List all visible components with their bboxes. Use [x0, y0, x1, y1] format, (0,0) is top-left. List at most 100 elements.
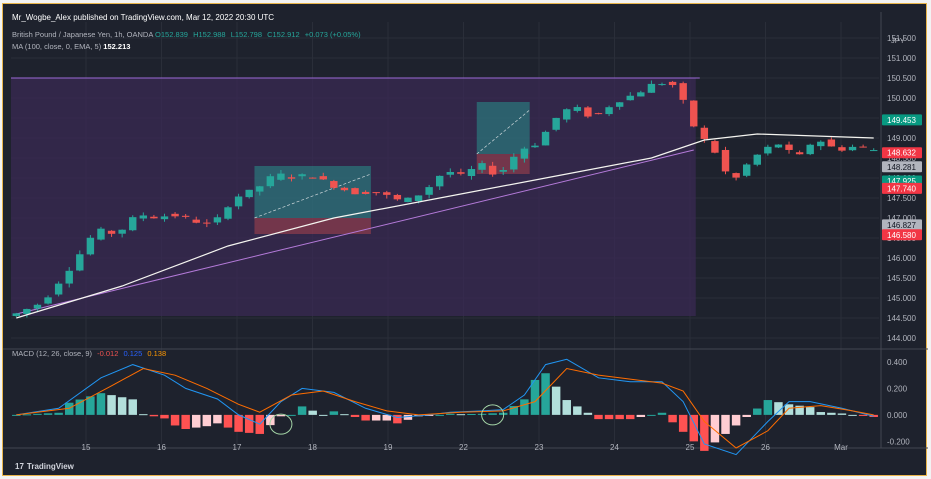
trend-line [16, 149, 694, 315]
time-tick-label: 18 [308, 443, 317, 452]
candle-body [192, 219, 200, 223]
candle-body [340, 187, 349, 191]
macd-label: MACD (12, 26, close, 9) [12, 349, 93, 358]
candle-body [647, 83, 656, 93]
price-tick-label: 148.500 [887, 154, 916, 163]
macd-histogram-bar [181, 414, 190, 429]
macd-histogram-bar [647, 414, 656, 416]
time-tick-label: 22 [459, 443, 468, 452]
price-badge [882, 219, 922, 231]
macd-tick-label: 0.000 [887, 411, 908, 420]
macd-histogram-bar [424, 414, 434, 416]
time-tick-label: 25 [686, 443, 695, 452]
time-tick-label: 15 [82, 443, 91, 452]
candle-body [446, 172, 454, 175]
price-badge [882, 147, 922, 159]
macd-tick-label: 0.200 [887, 384, 908, 393]
price-badge [882, 229, 922, 241]
macd-histogram-bar [731, 414, 741, 426]
macd-histogram-bar [657, 412, 667, 415]
macd-histogram [12, 373, 878, 451]
macd-histogram-bar [435, 414, 444, 416]
macd-histogram-bar [700, 414, 709, 451]
macd-histogram-bar [848, 414, 857, 416]
candle-body [838, 147, 846, 151]
macd-histogram-bar [329, 411, 339, 415]
candle-body [520, 148, 529, 159]
price-tick-label: 144.000 [887, 334, 916, 343]
candle-body [203, 222, 211, 224]
macd-histogram-bar [371, 414, 381, 421]
candle-body [171, 213, 179, 217]
macd-histogram-bar [805, 407, 815, 415]
time-tick-label: 24 [610, 443, 619, 452]
macd-histogram-bar [530, 379, 540, 415]
macd-histogram-bar [86, 396, 95, 415]
macd-histogram-bar [753, 408, 762, 415]
brand-name: TradingView [26, 462, 74, 471]
macd-histogram-bar [551, 386, 561, 415]
candle-body [827, 139, 836, 147]
candle-body [552, 117, 560, 130]
macd-histogram-bar [297, 406, 307, 415]
macd-histogram-bar [12, 414, 21, 416]
macd-histogram-bar [668, 414, 677, 423]
macd-histogram-bar [795, 405, 804, 415]
candle-body [97, 228, 105, 240]
macd-histogram-bar [858, 414, 868, 416]
long-position-target [476, 102, 530, 154]
price-tick-label: 147.000 [887, 214, 916, 223]
candle-body [319, 176, 327, 180]
change-value: +0.073 (+0.05%) [304, 30, 361, 39]
price-tick-label: 151.500 [887, 34, 916, 43]
price-tick-label: 146.000 [887, 254, 916, 263]
candle-body [467, 169, 476, 177]
price-tick-label: 144.500 [887, 314, 916, 323]
macd-value: 0.125 [123, 349, 143, 358]
candle-body [594, 113, 603, 115]
macd-histogram-bar [393, 414, 402, 424]
candle-body [700, 127, 709, 139]
publish-caption: Mr_Wogbe_Alex published on TradingView.c… [12, 13, 275, 22]
candle-body [213, 217, 222, 223]
macd-histogram-bar [234, 414, 243, 432]
chart-canvas[interactable]: 144.000 144.500 145.000 145.500 146.000 146.5… [3, 4, 928, 477]
macd-histogram-bar [594, 414, 603, 420]
candle-body [531, 145, 539, 148]
macd-histogram-bar [626, 414, 635, 420]
macd-histogram-bar [22, 414, 32, 416]
macd-histogram-bar [319, 414, 328, 416]
price-badge-label: 146.827 [887, 221, 916, 230]
candle-body [859, 146, 867, 148]
tradingview-brand[interactable]: 17 TradingView [15, 462, 74, 471]
candle-body [679, 83, 687, 100]
candle-body [563, 109, 571, 120]
candles [12, 80, 878, 318]
candle-body [361, 191, 370, 194]
candle-body [351, 188, 359, 195]
candle-body [224, 207, 232, 219]
time-tick-label: Mar [834, 443, 848, 452]
high-value: H152.988 [193, 30, 226, 39]
price-badge [882, 161, 922, 173]
candle-body [414, 195, 423, 202]
candle-body [256, 186, 264, 192]
candle-body [139, 215, 148, 219]
candle-body [658, 84, 666, 86]
macd-histogram-bar [816, 412, 826, 415]
candle-body [298, 174, 306, 177]
macd-histogram-bar [128, 399, 137, 415]
macd-histogram-bar [160, 414, 169, 419]
price-tick-label: 150.000 [887, 94, 916, 103]
candle-body [721, 149, 730, 172]
macd-histogram-bar [403, 414, 413, 420]
price-badge [882, 182, 922, 194]
candle-body [806, 144, 814, 155]
macd-histogram-bar [213, 414, 222, 424]
macd-legend: MACD (12, 26, close, 9) -0.012 0.125 0.1… [12, 349, 166, 358]
macd-histogram-bar [223, 414, 233, 428]
price-tick-label: 151.000 [887, 54, 916, 63]
candle-body [287, 177, 296, 179]
symbol-legend: British Pound / Japanese Yen, 1h, OANDA … [12, 30, 364, 39]
candle-body [774, 144, 783, 148]
